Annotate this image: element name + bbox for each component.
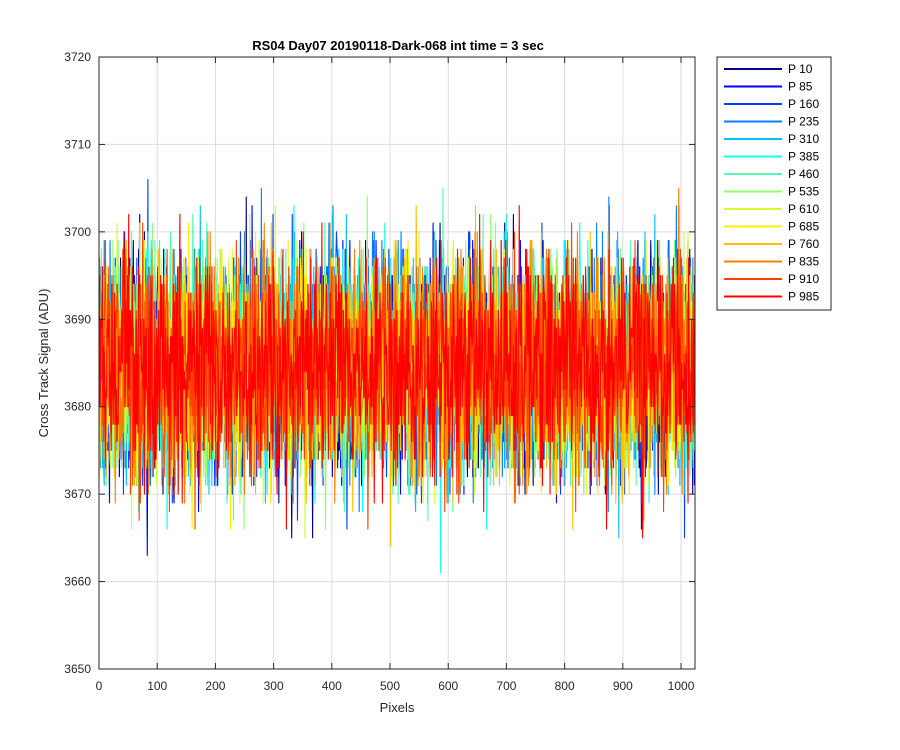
y-tick-label: 3700 xyxy=(64,225,91,239)
legend-label: P 910 xyxy=(788,272,819,286)
y-axis-ticks: 3650 3660 3670 3680 3690 3700 3710 3720 xyxy=(64,50,695,676)
y-tick-label: 3720 xyxy=(64,50,91,64)
legend-box xyxy=(716,56,832,311)
legend-label: P 835 xyxy=(788,255,819,269)
legend-label: P 235 xyxy=(788,115,819,129)
legend-label: P 160 xyxy=(788,97,819,111)
x-tick-label: 700 xyxy=(496,679,516,693)
y-tick-label: 3680 xyxy=(64,400,91,414)
legend-label: P 685 xyxy=(788,220,819,234)
y-tick-label: 3690 xyxy=(64,312,91,326)
chart-title: RS04 Day07 20190118-Dark-068 int time = … xyxy=(252,38,544,53)
x-tick-label: 900 xyxy=(613,679,633,693)
x-tick-label: 600 xyxy=(438,679,458,693)
x-tick-label: 0 xyxy=(96,679,103,693)
legend: P 10 P 85 P 160 P 235 P 310 P 385 P 460 P 535 P … xyxy=(716,56,832,311)
x-tick-label: 500 xyxy=(380,679,400,693)
legend-label: P 310 xyxy=(788,132,819,146)
legend-label: P 985 xyxy=(788,290,819,304)
legend-label: P 535 xyxy=(788,185,819,199)
x-tick-label: 300 xyxy=(264,679,284,693)
legend-label: P 610 xyxy=(788,202,819,216)
series-line xyxy=(98,205,695,539)
x-tick-label: 400 xyxy=(322,679,342,693)
legend-label: P 460 xyxy=(788,167,819,181)
legend-label: P 760 xyxy=(788,237,819,251)
plot-area: 0 100 200 300 400 500 600 700 800 900 1000 3650 366… xyxy=(64,50,696,693)
y-tick-label: 3670 xyxy=(64,487,91,501)
legend-label: P 385 xyxy=(788,150,819,164)
legend-items: P 10 P 85 P 160 P 235 P 310 P 385 P 460 P 535 P … xyxy=(724,62,819,304)
y-tick-label: 3710 xyxy=(64,137,91,151)
y-axis-label: Cross Track Signal (ADU) xyxy=(36,289,51,438)
plot-frame xyxy=(98,56,696,670)
x-tick-label: 200 xyxy=(205,679,225,693)
series-layer xyxy=(98,178,695,574)
x-axis-label: Pixels xyxy=(380,700,415,715)
legend-label: P 10 xyxy=(788,62,813,76)
legend-label: P 85 xyxy=(788,80,813,94)
y-tick-label: 3660 xyxy=(64,575,91,589)
x-tick-label: 1000 xyxy=(668,679,695,693)
y-tick-label: 3650 xyxy=(64,662,91,676)
x-tick-label: 800 xyxy=(555,679,575,693)
x-tick-label: 100 xyxy=(147,679,167,693)
x-axis-ticks: 0 100 200 300 400 500 600 700 800 900 1000 xyxy=(96,57,695,693)
